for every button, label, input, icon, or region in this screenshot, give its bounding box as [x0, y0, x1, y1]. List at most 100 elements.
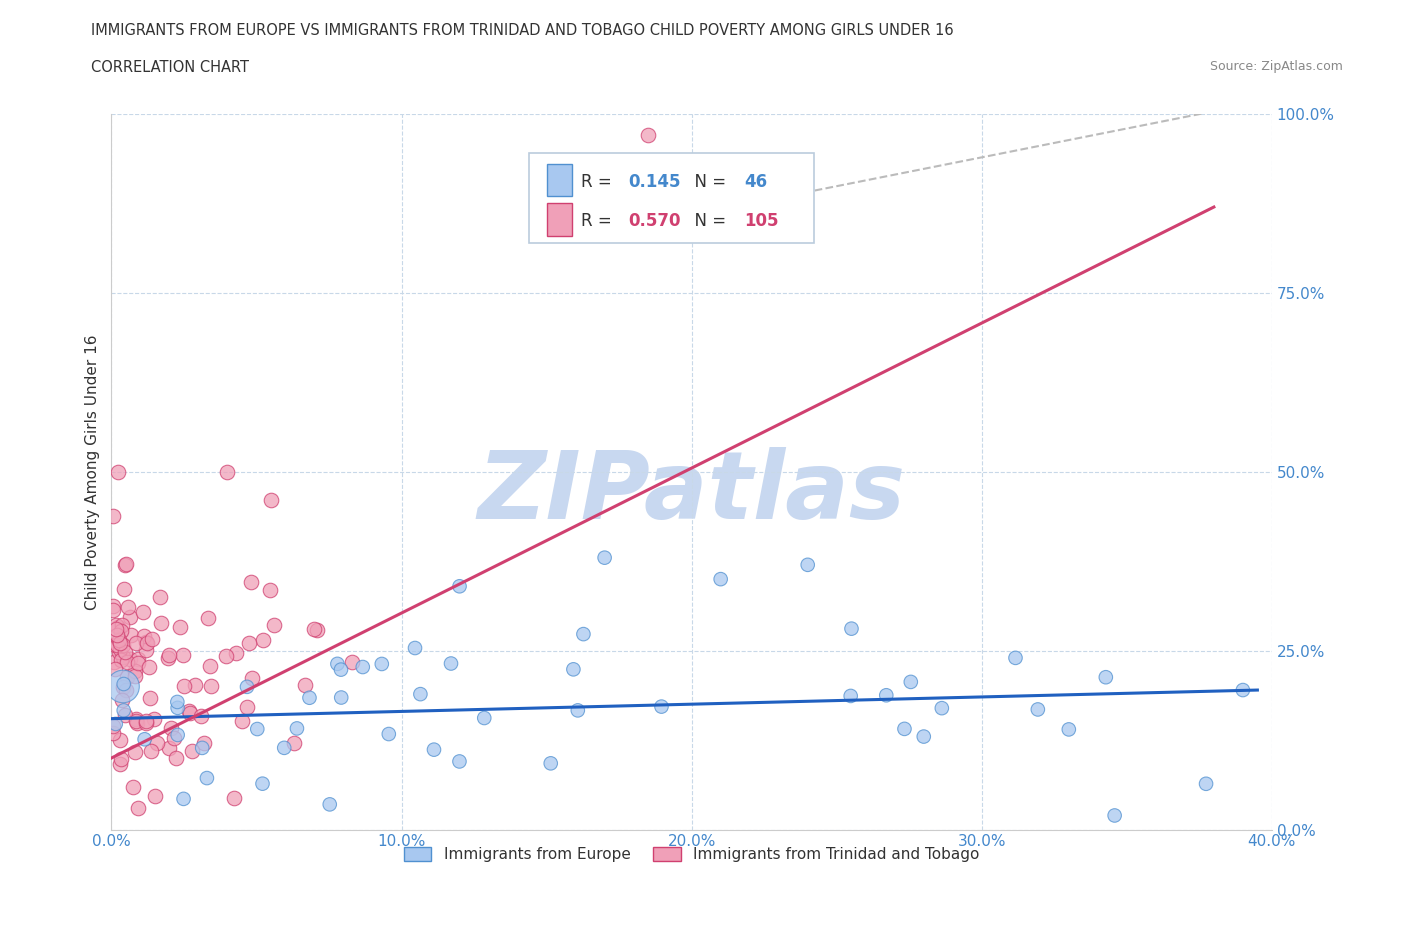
Point — [135, 715, 157, 730]
Point — [107, 620, 129, 635]
Point — [110, 733, 132, 748]
Point — [330, 690, 353, 705]
Point — [593, 551, 616, 565]
Point — [107, 644, 129, 659]
Point — [1026, 702, 1049, 717]
Point — [101, 598, 124, 613]
Point — [263, 618, 285, 632]
Point — [165, 751, 187, 766]
Point — [135, 713, 157, 728]
Point — [352, 659, 374, 674]
Point — [150, 616, 173, 631]
Point — [127, 801, 149, 816]
Point — [122, 779, 145, 794]
Point — [197, 610, 219, 625]
Point — [105, 628, 128, 643]
Point — [231, 713, 253, 728]
Point — [190, 709, 212, 724]
Point — [225, 645, 247, 660]
Point — [104, 661, 127, 676]
Point — [449, 578, 471, 593]
Text: CORRELATION CHART: CORRELATION CHART — [91, 60, 249, 75]
Point — [112, 680, 135, 695]
Point — [114, 558, 136, 573]
Point — [177, 704, 200, 719]
Point — [134, 732, 156, 747]
Text: 105: 105 — [744, 212, 779, 230]
Point — [371, 657, 394, 671]
Point — [330, 662, 353, 677]
Point — [157, 650, 180, 665]
Point — [135, 643, 157, 658]
Text: N =: N = — [683, 173, 725, 191]
Point — [423, 742, 446, 757]
Point — [124, 664, 146, 679]
Point — [159, 721, 181, 736]
Point — [875, 688, 897, 703]
Point — [141, 632, 163, 647]
Point — [650, 699, 672, 714]
Point — [104, 716, 127, 731]
Point — [240, 671, 263, 686]
Text: R =: R = — [582, 173, 617, 191]
Point — [110, 751, 132, 766]
Point — [111, 693, 134, 708]
Point — [108, 641, 131, 656]
Point — [124, 745, 146, 760]
Point — [195, 771, 218, 786]
FancyBboxPatch shape — [547, 204, 572, 235]
Point — [304, 622, 326, 637]
Point — [163, 730, 186, 745]
Point — [135, 635, 157, 650]
Point — [839, 688, 862, 703]
Point — [114, 644, 136, 659]
Point — [112, 650, 135, 665]
Point — [173, 678, 195, 693]
Point — [110, 618, 132, 632]
Point — [142, 711, 165, 726]
Point — [193, 736, 215, 751]
Point — [342, 655, 364, 670]
FancyBboxPatch shape — [547, 164, 572, 196]
Point — [285, 721, 308, 736]
Point — [157, 740, 180, 755]
Point — [893, 722, 915, 737]
Point — [540, 756, 562, 771]
Point — [104, 621, 127, 636]
Point — [149, 590, 172, 604]
Point — [1104, 808, 1126, 823]
Point — [145, 736, 167, 751]
Text: IMMIGRANTS FROM EUROPE VS IMMIGRANTS FROM TRINIDAD AND TOBAGO CHILD POVERTY AMON: IMMIGRANTS FROM EUROPE VS IMMIGRANTS FRO… — [91, 23, 955, 38]
Point — [472, 711, 495, 725]
Point — [120, 627, 142, 642]
Point — [101, 509, 124, 524]
Point — [131, 604, 153, 619]
Point — [145, 789, 167, 804]
Point — [111, 637, 134, 652]
Point — [305, 622, 328, 637]
FancyBboxPatch shape — [529, 153, 814, 243]
Point — [562, 662, 585, 677]
Point — [240, 575, 263, 590]
Point — [273, 740, 295, 755]
Point — [181, 743, 204, 758]
Text: R =: R = — [582, 212, 617, 230]
Point — [238, 636, 260, 651]
Point — [260, 493, 283, 508]
Point — [183, 678, 205, 693]
Point — [294, 678, 316, 693]
Point — [1004, 650, 1026, 665]
Point — [125, 714, 148, 729]
Point — [117, 655, 139, 670]
Point — [127, 651, 149, 666]
Point — [114, 708, 136, 723]
Point — [169, 619, 191, 634]
Point — [440, 656, 463, 671]
Point — [200, 679, 222, 694]
Point — [139, 690, 162, 705]
Point — [259, 583, 281, 598]
Point — [191, 740, 214, 755]
Point — [125, 716, 148, 731]
Point — [931, 700, 953, 715]
Point — [118, 652, 141, 667]
